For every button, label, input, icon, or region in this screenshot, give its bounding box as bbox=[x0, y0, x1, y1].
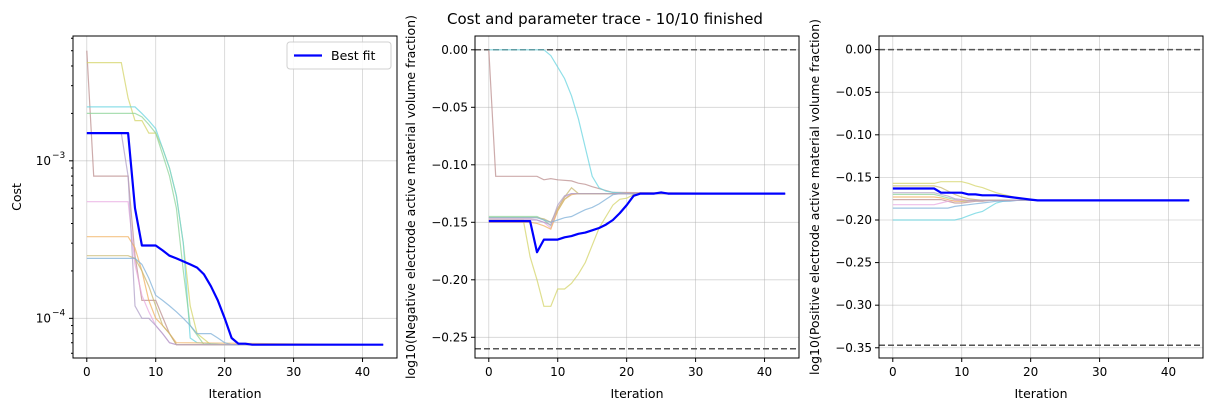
trace-line bbox=[488, 193, 786, 223]
x-axis-label: Iteration bbox=[610, 386, 663, 401]
y-tick-label: 10 bbox=[36, 311, 51, 325]
plot-area bbox=[892, 181, 1190, 221]
best-fit-line bbox=[488, 191, 786, 254]
axes-frame bbox=[72, 35, 398, 359]
x-tick-label: 20 bbox=[1023, 365, 1038, 379]
axes-frame bbox=[878, 35, 1204, 359]
trace-line bbox=[488, 193, 786, 231]
plot-area bbox=[488, 49, 786, 307]
legend-box bbox=[286, 41, 392, 70]
y-tick-label: −0.15 bbox=[835, 170, 872, 184]
y-axis-label: log10(Negative electrode active material… bbox=[403, 15, 418, 379]
x-tick-label: 40 bbox=[757, 365, 772, 379]
x-tick-label: 30 bbox=[1092, 365, 1107, 379]
y-axis-label: Cost bbox=[9, 183, 24, 211]
y-tick-label: −0.20 bbox=[835, 213, 872, 227]
y-tick-label: −0.15 bbox=[431, 215, 468, 229]
trace-line bbox=[892, 192, 1190, 201]
axes-frame bbox=[474, 35, 800, 359]
trace-line bbox=[86, 50, 384, 346]
x-tick-label: 30 bbox=[688, 365, 703, 379]
trace-line bbox=[488, 193, 786, 226]
legend-label: Best fit bbox=[331, 48, 376, 63]
x-axis-label: Iteration bbox=[1014, 386, 1067, 401]
y-tick-label: 10 bbox=[36, 154, 51, 168]
best-fit-line bbox=[892, 187, 1190, 202]
y-tick-label: −0.10 bbox=[835, 128, 872, 142]
trace-line bbox=[488, 49, 786, 195]
trace-line bbox=[488, 49, 786, 195]
x-axis-label: Iteration bbox=[208, 386, 261, 401]
trace-line bbox=[86, 257, 384, 346]
y-tick-exponent: −4 bbox=[52, 308, 66, 318]
x-tick-label: 20 bbox=[217, 365, 232, 379]
x-tick-label: 10 bbox=[550, 365, 565, 379]
y-tick-exponent: −3 bbox=[52, 151, 65, 161]
y-tick-label: −0.25 bbox=[431, 330, 468, 344]
x-tick-label: 0 bbox=[889, 365, 897, 379]
x-tick-label: 20 bbox=[619, 365, 634, 379]
y-tick-label: −0.05 bbox=[835, 85, 872, 99]
x-tick-label: 40 bbox=[1161, 365, 1176, 379]
x-tick-label: 30 bbox=[286, 365, 301, 379]
y-tick-label: −0.10 bbox=[431, 158, 468, 172]
trace-line bbox=[86, 201, 384, 346]
y-axis-label: log10(Positive electrode active material… bbox=[807, 19, 822, 375]
trace-line bbox=[86, 236, 384, 346]
trace-line bbox=[86, 61, 384, 346]
x-tick-label: 0 bbox=[485, 365, 493, 379]
x-tick-label: 10 bbox=[954, 365, 969, 379]
x-tick-label: 40 bbox=[355, 365, 370, 379]
x-tick-label: 10 bbox=[148, 365, 163, 379]
negative-electrode-subplot: 0 10 20 30 40 0.00 −0.05 −0.10 −0.15 −0.20 −0.25 It… bbox=[403, 15, 800, 401]
trace-line bbox=[86, 255, 384, 346]
plot-area bbox=[86, 50, 384, 346]
y-tick-label: 0.00 bbox=[845, 43, 872, 57]
trace-line bbox=[488, 193, 786, 307]
y-tick-label: −0.20 bbox=[431, 273, 468, 287]
y-tick-label: −0.05 bbox=[431, 100, 468, 114]
x-tick-label: 0 bbox=[83, 365, 91, 379]
y-tick-label: −0.30 bbox=[835, 298, 872, 312]
best-fit-line bbox=[86, 132, 384, 346]
y-tick-label: 0.00 bbox=[441, 43, 468, 57]
y-tick-label: −0.35 bbox=[835, 341, 872, 355]
y-tick-label: −0.25 bbox=[835, 256, 872, 270]
figure-title: Cost and parameter trace - 10/10 finishe… bbox=[447, 10, 763, 28]
legend: Best fit bbox=[286, 41, 392, 70]
trace-line bbox=[488, 193, 786, 227]
positive-electrode-subplot: 0 10 20 30 40 0.00 −0.05 −0.10 −0.15 −0.20 −0.25 −0… bbox=[807, 19, 1204, 401]
